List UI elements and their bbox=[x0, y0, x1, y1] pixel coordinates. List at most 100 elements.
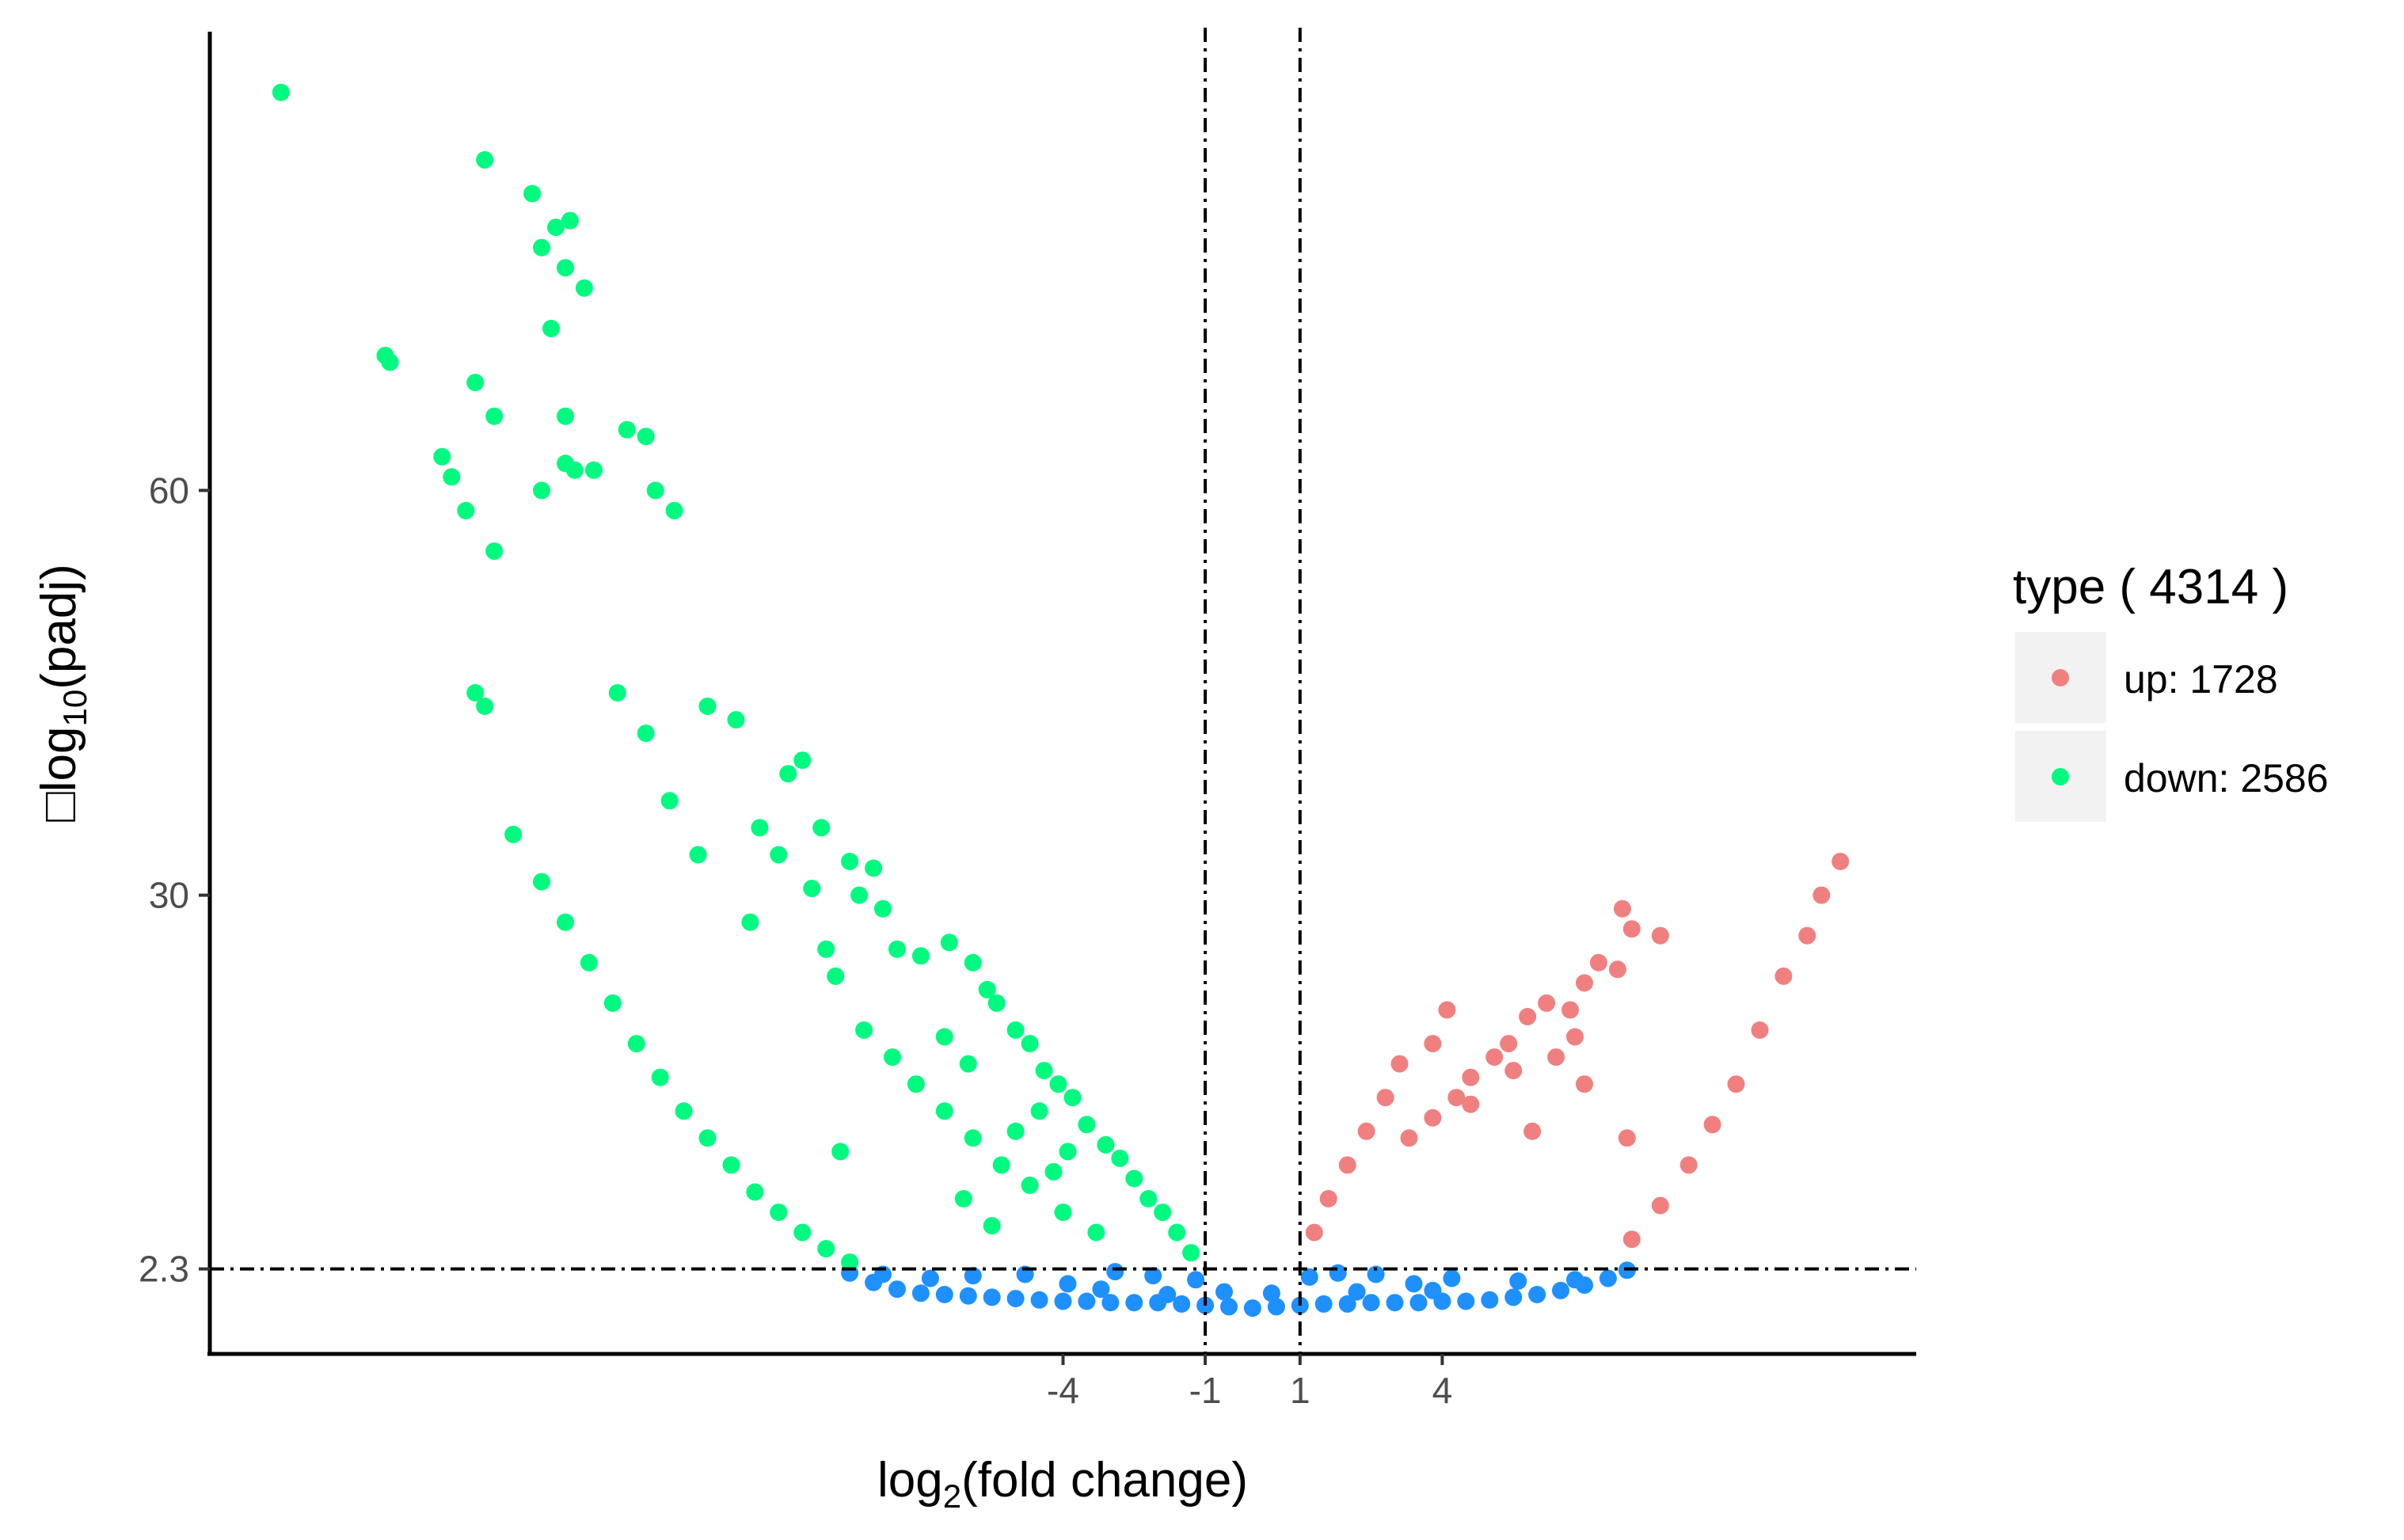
point-s1-74 bbox=[1054, 1203, 1072, 1222]
point-s2-29 bbox=[1528, 1286, 1546, 1303]
point-s0-30 bbox=[1305, 1223, 1323, 1242]
point-s1-43 bbox=[741, 913, 759, 931]
point-s1-67 bbox=[855, 1021, 873, 1039]
point-s2-12 bbox=[1125, 1294, 1143, 1312]
point-s2-28 bbox=[1504, 1288, 1523, 1306]
point-s2-35 bbox=[921, 1269, 939, 1287]
point-s1-59 bbox=[1078, 1116, 1096, 1134]
point-s1-48 bbox=[888, 940, 906, 958]
point-s1-89 bbox=[627, 1035, 645, 1053]
point-s1-7 bbox=[575, 279, 593, 297]
point-s1-15 bbox=[637, 428, 655, 446]
point-s2-43 bbox=[1262, 1284, 1280, 1302]
point-s1-17 bbox=[443, 468, 461, 486]
point-s2-20 bbox=[1314, 1295, 1333, 1313]
point-s1-40 bbox=[841, 853, 859, 870]
point-s0-20 bbox=[1447, 1089, 1466, 1107]
point-s2-5 bbox=[959, 1287, 977, 1305]
point-s1-78 bbox=[983, 1217, 1001, 1235]
point-s0-17 bbox=[1500, 1035, 1518, 1053]
x-axis-title: log2(fold change) bbox=[877, 1453, 1248, 1515]
point-s2-6 bbox=[983, 1288, 1001, 1306]
point-s0-4 bbox=[1751, 1021, 1769, 1039]
point-s2-3 bbox=[911, 1284, 930, 1302]
y-tick-label-2: 60 bbox=[149, 470, 189, 511]
point-s2-7 bbox=[1006, 1290, 1025, 1308]
legend-dot-up bbox=[2052, 669, 2069, 686]
point-s1-41 bbox=[865, 859, 883, 877]
point-s2-45 bbox=[1329, 1264, 1347, 1282]
point-s1-49 bbox=[911, 947, 930, 965]
point-s1-87 bbox=[580, 953, 598, 972]
point-s2-2 bbox=[888, 1280, 906, 1299]
point-s1-0 bbox=[272, 83, 290, 101]
point-s1-75 bbox=[1087, 1223, 1105, 1242]
point-s0-24 bbox=[1438, 1001, 1456, 1019]
point-s2-11 bbox=[1101, 1294, 1120, 1312]
point-s2-52 bbox=[1158, 1286, 1177, 1303]
point-s0-12 bbox=[1651, 926, 1669, 945]
point-s2-51 bbox=[1092, 1280, 1110, 1299]
point-s1-91 bbox=[675, 1102, 693, 1120]
point-s1-20 bbox=[533, 481, 550, 500]
point-s1-42 bbox=[803, 880, 821, 898]
point-s2-30 bbox=[1552, 1281, 1569, 1299]
point-s1-72 bbox=[992, 1156, 1010, 1174]
legend-label-up: up: 1728 bbox=[2124, 657, 2278, 702]
point-s1-57 bbox=[1049, 1075, 1067, 1093]
point-s0-14 bbox=[1576, 974, 1593, 992]
point-s1-71 bbox=[964, 1129, 982, 1147]
point-s0-10 bbox=[1613, 899, 1631, 918]
point-s0-8 bbox=[1651, 1196, 1669, 1215]
legend-dot-down bbox=[2052, 768, 2069, 785]
x-tick-label-3: 4 bbox=[1432, 1370, 1453, 1411]
point-s1-63 bbox=[1139, 1190, 1158, 1207]
legend-entry-down: down: 2586 bbox=[2015, 731, 2329, 822]
point-s1-6 bbox=[561, 211, 579, 230]
point-s1-11 bbox=[466, 374, 485, 392]
point-s0-26 bbox=[1376, 1089, 1394, 1107]
point-s1-50 bbox=[940, 934, 958, 952]
point-s1-5 bbox=[557, 259, 574, 277]
point-s1-96 bbox=[793, 1223, 812, 1242]
point-s1-92 bbox=[698, 1129, 717, 1147]
point-s1-28 bbox=[608, 684, 626, 702]
y-axis-title: □log10(padj) bbox=[32, 564, 93, 821]
point-s1-31 bbox=[727, 711, 745, 729]
point-s1-83 bbox=[935, 1028, 953, 1046]
point-s0-31 bbox=[1561, 1001, 1579, 1019]
point-s1-66 bbox=[1182, 1244, 1200, 1262]
point-s1-2 bbox=[523, 184, 542, 203]
point-s1-45 bbox=[874, 899, 892, 918]
point-s0-0 bbox=[1832, 853, 1850, 870]
point-s1-61 bbox=[1111, 1149, 1129, 1167]
point-s1-64 bbox=[1154, 1203, 1172, 1222]
point-s1-33 bbox=[793, 751, 812, 770]
point-s2-9 bbox=[1054, 1292, 1072, 1310]
point-s0-18 bbox=[1485, 1048, 1504, 1067]
point-s2-14 bbox=[1173, 1295, 1191, 1313]
y-axis-ticks: 2.3 30 60 bbox=[139, 470, 210, 1290]
point-s2-8 bbox=[1030, 1291, 1048, 1309]
point-s1-94 bbox=[746, 1183, 764, 1201]
point-s1-52 bbox=[978, 980, 996, 998]
point-s0-29 bbox=[1319, 1190, 1337, 1207]
point-s1-95 bbox=[770, 1203, 788, 1222]
point-s0-39 bbox=[1618, 1129, 1636, 1147]
point-s1-27 bbox=[476, 698, 494, 715]
point-s0-35 bbox=[1566, 1028, 1584, 1046]
point-s1-93 bbox=[722, 1156, 740, 1174]
point-s1-51 bbox=[964, 953, 982, 972]
point-s1-22 bbox=[565, 461, 584, 479]
point-s1-13 bbox=[557, 407, 574, 425]
point-s2-26 bbox=[1457, 1292, 1475, 1310]
point-s1-53 bbox=[987, 994, 1006, 1012]
point-s1-23 bbox=[584, 461, 603, 479]
point-s0-38 bbox=[1504, 1062, 1523, 1080]
point-s1-44 bbox=[850, 886, 869, 904]
point-s1-70 bbox=[935, 1102, 953, 1120]
point-s1-24 bbox=[646, 481, 664, 500]
point-s2-24 bbox=[1409, 1294, 1428, 1312]
point-s2-32 bbox=[1599, 1269, 1617, 1287]
legend-entry-up: up: 1728 bbox=[2015, 632, 2278, 723]
